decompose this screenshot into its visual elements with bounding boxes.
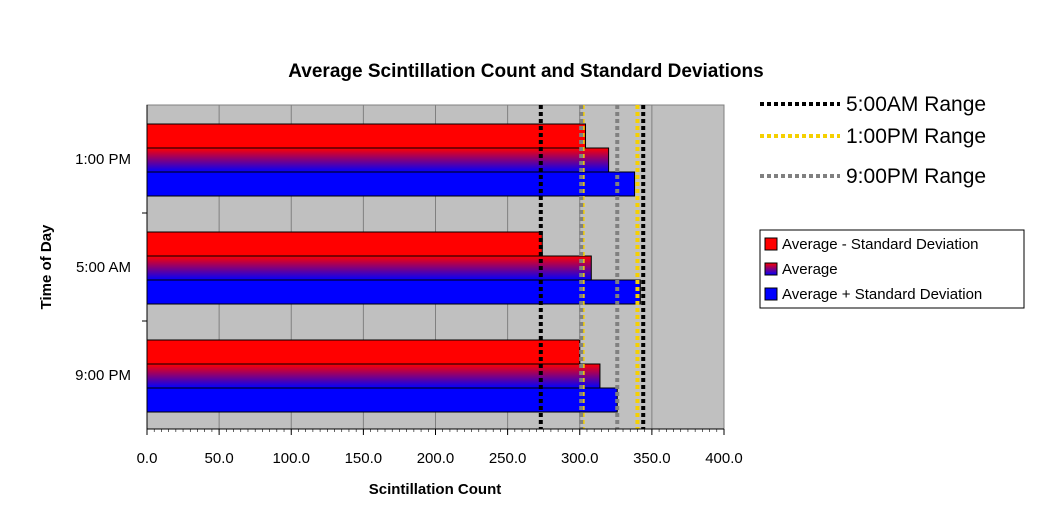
- chart-title: Average Scintillation Count and Standard…: [288, 61, 763, 82]
- bar: [146, 363, 601, 389]
- category-label: 5:00 AM: [76, 259, 131, 276]
- series-legend-label: Average: [782, 261, 838, 278]
- series-legend-swatch: [764, 262, 778, 276]
- category-labels: 1:00 PM 5:00 AM 9:00 PM: [75, 151, 131, 384]
- bars: [146, 123, 641, 413]
- x-tick-label: 400.0: [705, 450, 743, 467]
- series-legend-label: Average + Standard Deviation: [782, 286, 982, 303]
- x-tick-label: 250.0: [489, 450, 527, 467]
- series-legend-swatch: [764, 287, 778, 301]
- series-legend-label: Average - Standard Deviation: [782, 236, 979, 253]
- x-tick-label: 0.0: [137, 450, 158, 467]
- series-legend-box: [759, 229, 1025, 309]
- bar: [146, 279, 641, 305]
- x-tick-label: 50.0: [205, 450, 234, 467]
- bar: [146, 123, 587, 149]
- x-tick-label: 150.0: [345, 450, 383, 467]
- x-tick-label: 200.0: [417, 450, 455, 467]
- series-legend: Average - Standard Deviation Average Avera…: [759, 229, 1025, 309]
- x-tick-labels: 0.0 50.0 100.0 150.0 200.0 250.0 300.0 350.0 400…: [137, 450, 743, 467]
- category-label: 1:00 PM: [75, 151, 131, 168]
- bar: [146, 231, 543, 257]
- bar: [146, 255, 592, 281]
- range-legend: 5:00AM Range 1:00PM Range 9:00PM Range: [760, 93, 986, 188]
- axes: [146, 105, 725, 435]
- x-tick-label: 100.0: [272, 450, 310, 467]
- category-label: 9:00 PM: [75, 367, 131, 384]
- series-legend-swatch: [764, 237, 778, 251]
- y-axis-title: Time of Day: [38, 224, 55, 309]
- range-legend-label: 9:00PM Range: [846, 165, 986, 188]
- bar: [146, 387, 618, 413]
- bar: [146, 339, 581, 365]
- range-lines: [538, 105, 646, 429]
- range-legend-label: 5:00AM Range: [846, 93, 986, 116]
- x-tick-label: 300.0: [561, 450, 599, 467]
- x-tick-label: 350.0: [633, 450, 671, 467]
- bar: [146, 171, 636, 197]
- range-legend-label: 1:00PM Range: [846, 125, 986, 148]
- x-axis-title: Scintillation Count: [369, 481, 502, 498]
